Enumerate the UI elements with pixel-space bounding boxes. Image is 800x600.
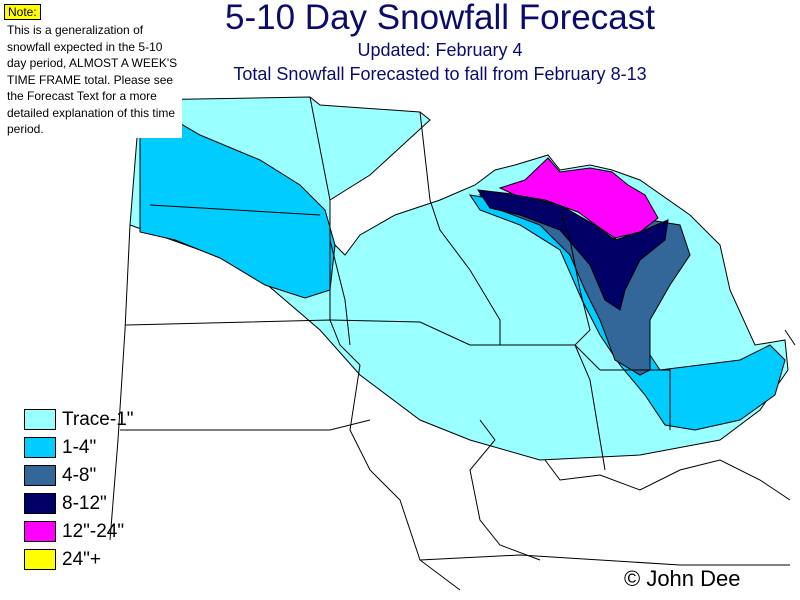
page-title: 5-10 Day Snowfall Forecast xyxy=(225,0,655,37)
legend-label: 24"+ xyxy=(62,548,101,570)
state-boundaries xyxy=(109,96,796,591)
legend-label: 8-12" xyxy=(62,492,107,514)
legend-item-8-12: 8-12" xyxy=(24,492,134,515)
zone-8-12 xyxy=(476,189,669,311)
legend-item-1-4: 1-4" xyxy=(24,436,134,459)
legend-label: Trace-1" xyxy=(62,408,134,430)
copyright-credit: © John Dee xyxy=(624,566,741,591)
zone-12-24 xyxy=(498,157,659,239)
legend: Trace-1" 1-4" 4-8" 8-12" 12"-24" 24"+ xyxy=(24,408,134,576)
forecast-period: Total Snowfall Forecasted to fall from F… xyxy=(233,64,647,84)
legend-swatch xyxy=(24,549,56,570)
legend-item-trace-1: Trace-1" xyxy=(24,408,134,431)
legend-swatch xyxy=(24,409,56,430)
legend-item-12-24: 12"-24" xyxy=(24,520,134,543)
legend-label: 1-4" xyxy=(62,436,97,458)
legend-label: 12"-24" xyxy=(62,520,125,542)
updated-date: Updated: February 4 xyxy=(357,40,523,60)
legend-item-24-plus: 24"+ xyxy=(24,548,134,571)
legend-label: 4-8" xyxy=(62,464,97,486)
note-label: Note: xyxy=(4,4,41,20)
legend-swatch xyxy=(24,521,56,542)
note-text: This is a generalization of snowfall exp… xyxy=(7,22,182,138)
legend-swatch xyxy=(24,437,56,458)
legend-item-4-8: 4-8" xyxy=(24,464,134,487)
legend-swatch xyxy=(24,493,56,514)
legend-swatch xyxy=(24,465,56,486)
